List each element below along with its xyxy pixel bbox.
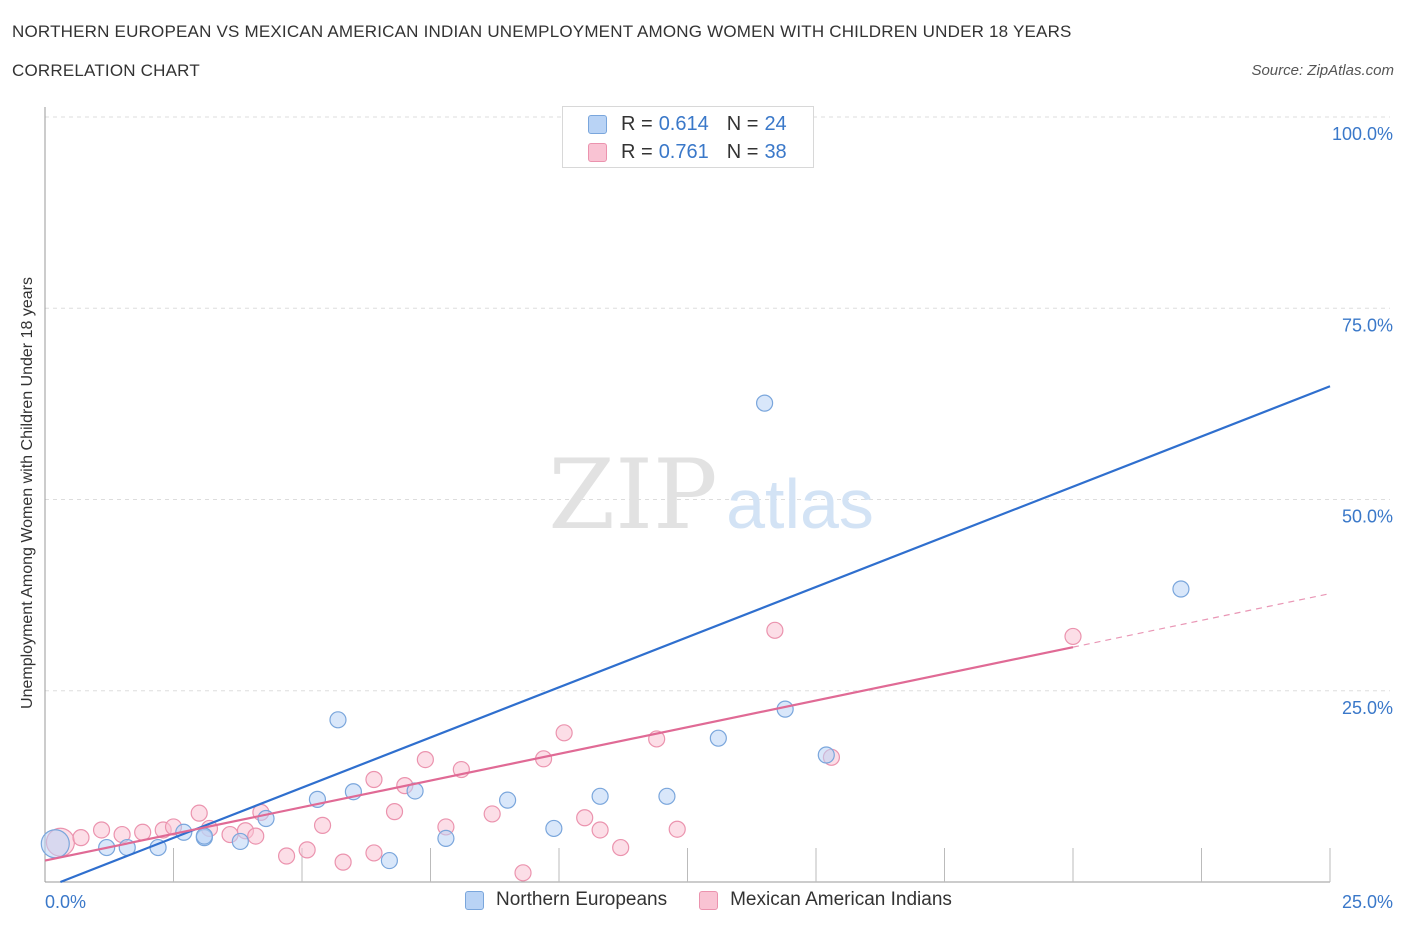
- mexican-american-indian-point: [766, 621, 784, 639]
- n-label: N =: [726, 112, 759, 135]
- y-tick-label: 75.0%: [1342, 315, 1393, 335]
- watermark-atlas: atlas: [726, 465, 874, 543]
- mexican-american-indians-trendline-extension: [1072, 593, 1331, 648]
- stats-legend-row-pink: R = 0.761 N = 38: [588, 141, 787, 163]
- northern-european-point: [709, 729, 727, 747]
- chart-title: NORTHERN EUROPEAN VS MEXICAN AMERICAN IN…: [12, 22, 1072, 41]
- northern-european-point: [195, 827, 213, 845]
- northern-european-point: [437, 829, 455, 847]
- x-tick-label: 25.0%: [1342, 892, 1393, 912]
- blue-swatch: [465, 890, 484, 910]
- r-label: R =: [621, 140, 653, 163]
- pink-swatch: [699, 890, 719, 910]
- mexican-american-indian-point: [576, 809, 594, 827]
- northern-european-point: [231, 832, 249, 851]
- pink-swatch: [588, 142, 607, 162]
- series-legend: Northern Europeans Mexican American Indi…: [465, 889, 984, 911]
- n-label: N =: [726, 140, 759, 163]
- chart-subtitle: CORRELATION CHART: [12, 61, 200, 80]
- northern-european-point: [591, 787, 609, 805]
- watermark-zip: ZIP: [548, 439, 717, 551]
- mexican-american-indian-point: [514, 864, 532, 882]
- mexican-american-indian-point: [483, 805, 501, 823]
- blue-swatch: [588, 114, 607, 134]
- legend-label: Mexican American Indians: [730, 889, 952, 910]
- x-tick-label: 0.0%: [45, 892, 86, 912]
- mexican-american-indian-point: [134, 823, 152, 841]
- n-value: 38: [764, 140, 787, 163]
- mexican-american-indian-point: [555, 724, 573, 742]
- n-value: 24: [764, 112, 787, 135]
- mexican-american-indian-point: [298, 841, 316, 859]
- northern-european-point: [499, 791, 517, 809]
- northern-european-point: [329, 711, 347, 729]
- y-tick-label: 25.0%: [1342, 698, 1393, 718]
- northern-european-point: [40, 829, 70, 859]
- northern-european-point: [545, 819, 563, 838]
- mexican-american-indian-point: [334, 853, 352, 871]
- y-tick-label: 100.0%: [1332, 124, 1393, 144]
- mexican-american-indian-point: [277, 847, 296, 865]
- mexican-american-indian-point: [190, 804, 208, 822]
- mexican-american-indian-point: [668, 820, 686, 838]
- mexican-american-indians-trendline: [44, 646, 1074, 862]
- mexican-american-indian-point: [365, 844, 383, 862]
- r-value: 0.614: [658, 112, 709, 135]
- source-credit: Source: ZipAtlas.com: [1251, 62, 1394, 79]
- northern-european-point: [658, 787, 676, 805]
- stats-legend-row-blue: R = 0.614 N = 24: [588, 113, 787, 135]
- stats-legend: R = 0.614 N = 24 R = 0.761 N = 38: [562, 106, 814, 168]
- mexican-american-indian-point: [416, 750, 434, 769]
- northern-european-point: [755, 394, 774, 412]
- r-label: R =: [621, 112, 653, 135]
- mexican-american-indian-point: [92, 821, 111, 839]
- mexican-american-indian-point: [385, 803, 404, 821]
- northern-european-point: [1172, 580, 1190, 598]
- mexican-american-indian-point: [247, 827, 265, 845]
- mexican-american-indian-point: [313, 816, 332, 834]
- mexican-american-indian-point: [1064, 627, 1082, 646]
- mexican-american-indian-point: [591, 821, 609, 839]
- y-tick-label: 50.0%: [1342, 507, 1393, 527]
- mexican-american-indian-point: [72, 829, 90, 847]
- northern-european-point: [380, 851, 398, 870]
- r-value: 0.761: [658, 140, 709, 163]
- legend-item-northern-europeans[interactable]: Northern Europeans: [465, 889, 667, 911]
- northern-europeans-trendline: [60, 385, 1331, 884]
- y-axis-label: Unemployment Among Women with Children U…: [19, 277, 36, 709]
- northern-european-point: [817, 746, 835, 764]
- legend-label: Northern Europeans: [496, 889, 668, 910]
- legend-item-mexican-american-indians[interactable]: Mexican American Indians: [699, 889, 952, 911]
- mexican-american-indian-point: [612, 838, 630, 857]
- mexican-american-indian-point: [365, 770, 383, 789]
